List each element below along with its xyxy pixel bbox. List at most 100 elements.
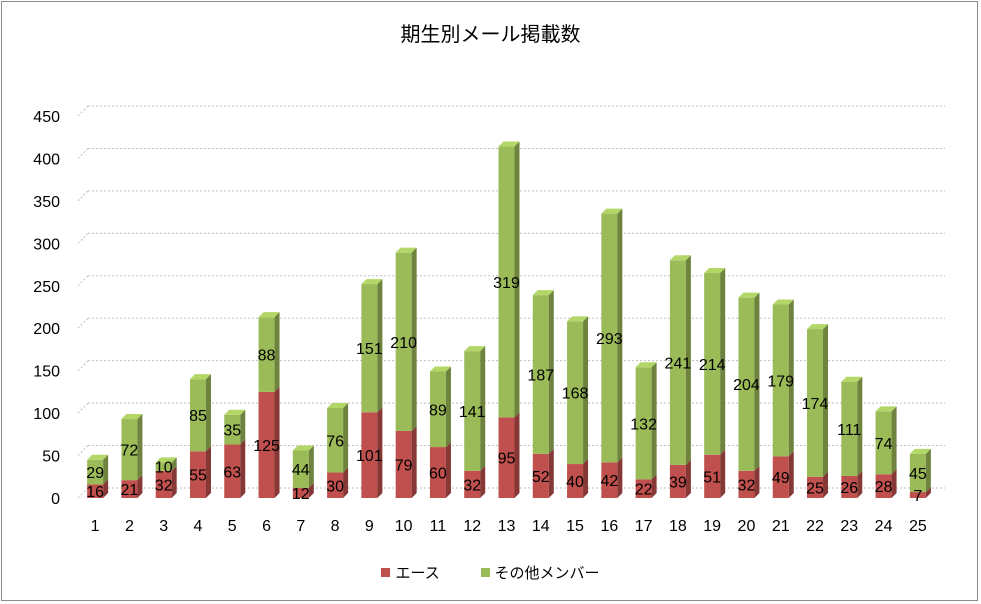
bar-ace xyxy=(807,476,824,498)
gridline-side xyxy=(77,317,89,329)
bar-ace-side xyxy=(308,482,314,498)
data-label-others: 89 xyxy=(429,402,447,419)
data-label-ace: 30 xyxy=(326,478,344,495)
bar-others xyxy=(429,371,446,448)
bar-ace xyxy=(704,454,721,498)
bar-others-side xyxy=(685,255,691,465)
data-label-others: 241 xyxy=(665,356,692,373)
bar-ace-side xyxy=(171,465,177,498)
bar-ace-side xyxy=(617,457,623,498)
bar-ace xyxy=(189,451,206,498)
x-tick-label: 5 xyxy=(228,518,237,535)
data-label-ace: 63 xyxy=(223,464,241,481)
x-tick-label: 17 xyxy=(635,518,653,535)
bar-others-top xyxy=(464,346,486,352)
bar-ace-side xyxy=(240,439,246,498)
x-tick-label: 22 xyxy=(806,518,824,535)
x-tick-label: 3 xyxy=(159,518,168,535)
bar-others xyxy=(875,411,892,475)
data-label-ace: 22 xyxy=(635,482,653,499)
bar-others-side xyxy=(823,324,829,477)
bar-others-top xyxy=(429,366,451,372)
bar-others-side xyxy=(857,376,863,476)
bar-ace-side xyxy=(480,465,486,498)
data-label-ace: 28 xyxy=(875,479,893,496)
bar-others xyxy=(327,408,344,473)
bar-others-top xyxy=(841,376,863,382)
x-tick-label: 1 xyxy=(91,518,100,535)
bar-others xyxy=(841,381,858,476)
gridline-side xyxy=(77,148,89,159)
bar-ace xyxy=(601,462,618,498)
chart-legend: エース その他メンバー xyxy=(0,562,981,583)
bar-others xyxy=(121,419,138,481)
bar-others-side xyxy=(308,445,314,488)
bar-others-top xyxy=(909,448,931,454)
bar-others-side xyxy=(171,457,177,471)
bar-others xyxy=(155,462,172,471)
data-label-others: 35 xyxy=(223,423,241,440)
bar-ace-side xyxy=(343,467,349,498)
bar-ace-side xyxy=(137,475,143,498)
x-tick-label: 9 xyxy=(365,518,374,535)
bar-ace-side xyxy=(925,487,931,498)
y-tick-label: 50 xyxy=(42,449,60,466)
bar-others-side xyxy=(925,448,931,493)
data-label-ace: 55 xyxy=(189,468,207,485)
bar-ace-side xyxy=(445,442,451,498)
y-tick-label: 200 xyxy=(33,321,60,338)
bar-ace-side xyxy=(377,407,383,498)
bar-others-top xyxy=(772,299,794,305)
bar-others-side xyxy=(651,362,657,480)
data-label-ace: 21 xyxy=(121,482,139,499)
bar-others-side xyxy=(377,279,383,413)
x-tick-label: 16 xyxy=(600,518,618,535)
bar-others-top xyxy=(567,316,589,322)
gridline-side xyxy=(77,402,89,414)
data-label-others: 151 xyxy=(356,341,383,358)
data-label-ace: 101 xyxy=(356,448,383,465)
x-tick-label: 8 xyxy=(331,518,340,535)
bar-ace xyxy=(875,474,892,498)
bar-ace-side xyxy=(788,451,794,498)
x-tick-label: 13 xyxy=(498,518,516,535)
bar-others-top xyxy=(807,324,829,330)
bar-others xyxy=(909,453,926,493)
bar-ace-side xyxy=(891,469,897,498)
data-label-others: 45 xyxy=(909,466,927,483)
data-label-ace: 7 xyxy=(913,488,922,505)
bar-ace-side xyxy=(514,412,520,498)
bar-others-side xyxy=(411,247,417,431)
bar-ace xyxy=(772,456,789,498)
bar-others-top xyxy=(532,290,554,296)
bar-ace xyxy=(258,391,275,498)
y-tick-label: 250 xyxy=(33,279,60,296)
x-tick-label: 25 xyxy=(909,518,927,535)
bar-others-side xyxy=(480,346,486,471)
data-label-others: 187 xyxy=(527,367,554,384)
bar-others-side xyxy=(548,290,554,454)
bar-others-top xyxy=(704,268,726,274)
data-label-others: 319 xyxy=(493,275,520,292)
data-label-others: 72 xyxy=(121,443,139,460)
bar-ace xyxy=(738,470,755,498)
bar-others-side xyxy=(445,366,451,448)
x-tick-label: 11 xyxy=(430,518,447,535)
y-tick-label: 450 xyxy=(33,109,60,126)
bar-others xyxy=(189,379,206,452)
data-label-others: 168 xyxy=(562,386,589,403)
bar-others-top xyxy=(875,406,897,412)
y-tick-label: 150 xyxy=(33,364,60,381)
bar-others xyxy=(464,351,481,471)
data-label-ace: 39 xyxy=(669,474,687,491)
data-label-others: 10 xyxy=(155,460,173,477)
bar-others-top xyxy=(189,374,211,380)
bar-others xyxy=(87,459,104,485)
x-tick-label: 20 xyxy=(738,518,756,535)
bar-others-top xyxy=(395,247,417,253)
x-tick-label: 24 xyxy=(875,518,893,535)
data-label-ace: 12 xyxy=(292,486,310,503)
bar-others-top xyxy=(669,255,691,261)
